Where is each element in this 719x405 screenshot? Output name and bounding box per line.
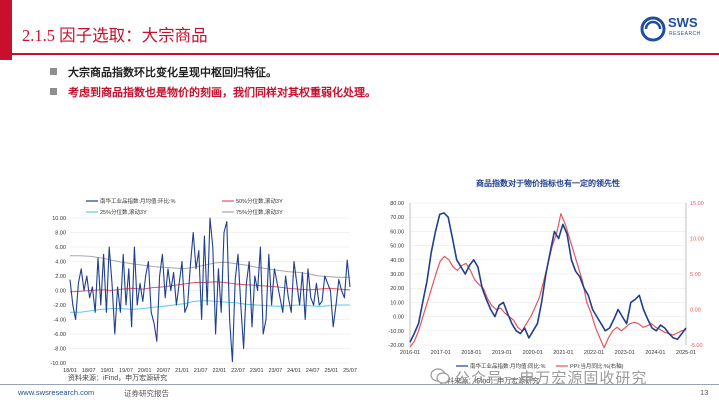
bullet-text: 大宗商品指数环比变化呈现中枢回归特征。 (68, 67, 277, 79)
chart2-y-left-tick-label: 10.00 (390, 300, 404, 306)
chart1-series-line (69, 217, 351, 363)
chart2-y-left-tick-label: 80.00 (390, 201, 404, 207)
chart2-title: 商品指数对于物价指标也有一定的领先性 (476, 178, 620, 188)
chart2-x-tick-label: 2021-01 (553, 350, 573, 356)
footer-divider (0, 384, 719, 385)
footer-website-link[interactable]: www.swsresearch.com (18, 388, 95, 397)
chart2-x-tick-label: 2024-01 (645, 350, 665, 356)
chart2-y-left-tick-label: 0.00 (393, 315, 404, 321)
chart1-y-tick-label: -2.00 (53, 303, 66, 309)
watermark-text: 公众号 · 申万宏源固收研究 (455, 370, 648, 387)
chart2-y-left-tick-label: -10.00 (388, 329, 404, 335)
chart1-y-tick-label: -4.00 (53, 318, 66, 324)
title-accent-bar (0, 0, 12, 60)
chart2-x-tick-label: 2016-01 (400, 350, 420, 356)
chart1-y-tick-label: 6.00 (55, 245, 66, 251)
page-title: 2.1.5 因子选取：大宗商品 (22, 26, 208, 45)
chart1-x-tick-label: 22/07 (231, 368, 245, 374)
chart2-x-tick-label: 2022-01 (584, 350, 604, 356)
chart1-x-tick-label: 20/01 (138, 368, 152, 374)
chart2-x-tick-label: 2018-01 (461, 350, 481, 356)
title-divider (0, 53, 719, 55)
chart2-y-right-tick-label: 5.00 (690, 272, 701, 278)
footer-report-type: 证券研究报告 (124, 389, 169, 398)
chart2-x-tick-label: 2019-01 (492, 350, 512, 356)
chart2-y-left-tick-label: 70.00 (390, 215, 404, 221)
chart1-y-tick-label: -10.00 (50, 361, 66, 367)
chart1-legend-label: 南华工业品指数:月均值:环比:% (100, 197, 176, 205)
chart1-series-line (70, 255, 350, 278)
chart2-y-left-tick-label: 30.00 (390, 272, 404, 278)
chart2-legend-label: PPI:当月同比:%(右轴) (570, 362, 624, 370)
chart2-legend-label: 南华工业品指数:月均值:同比:% (470, 362, 546, 370)
chart1-legend-label: 25%分位数,滚动3Y (100, 208, 147, 216)
chart1-x-tick-label: 21/07 (194, 368, 208, 374)
chart1-x-tick-label: 22/01 (212, 368, 226, 374)
chart1-x-tick-label: 24/07 (306, 368, 320, 374)
chart1-x-tick-label: 21/01 (175, 368, 189, 374)
chart1-x-tick-label: 18/01 (63, 368, 77, 374)
chart2-x-tick-label: 2025-01 (676, 350, 696, 356)
chart2-y-left-tick-label: 40.00 (390, 258, 404, 264)
chart1-y-tick-label: 0.00 (55, 289, 66, 295)
chart1-x-tick-label: 18/07 (82, 368, 96, 374)
chart1-y-tick-label: -8.00 (53, 347, 66, 353)
chart1-x-tick-label: 20/07 (156, 368, 170, 374)
chart2-series-line (409, 212, 687, 343)
chart2-x-tick-label: 2017-01 (431, 350, 451, 356)
bullet-text: 考虑到商品指数也是物价的刻画，我们同样对其权重弱化处理。 (68, 87, 376, 99)
chart2-y-left-tick-label: -20.00 (388, 343, 404, 349)
chart2-x-tick-label: 2023-01 (615, 350, 635, 356)
chart1-x-tick-label: 23/07 (268, 368, 282, 374)
bullet-square-icon (50, 88, 57, 95)
chart1-y-tick-label: 10.00 (52, 216, 66, 222)
chart1-y-tick-label: 8.00 (55, 231, 66, 237)
logo-subtext: RESEARCH (669, 31, 701, 37)
chart2-y-right-tick-label: 10.00 (690, 237, 704, 243)
chart2-y-left-tick-label: 20.00 (390, 286, 404, 292)
chart1-y-tick-label: 2.00 (55, 274, 66, 280)
chart2-y-left-tick-label: 50.00 (390, 244, 404, 250)
chart1-series-line (70, 300, 350, 313)
page-number: 13 (700, 388, 709, 397)
chart1-x-tick-label: 23/01 (250, 368, 264, 374)
chart2-x-tick-label: 2020-01 (523, 350, 543, 356)
chart1-legend-label: 50%分位数,滚动3Y (236, 197, 283, 205)
chart2-y-right-tick-label: 0.00 (690, 308, 701, 314)
chart1-source: 资料来源：iFind，申万宏源研究 (68, 375, 168, 382)
chart2-source: 资料来源：iFind，申万宏源研究 (440, 378, 540, 385)
chart1-x-tick-label: 25/07 (343, 368, 357, 374)
chart1-y-tick-label: -6.00 (53, 332, 66, 338)
logo-text: SWS (668, 15, 698, 30)
chart1-legend-label: 75%分位数,滚动3Y (236, 208, 283, 216)
chart2-y-left-tick-label: 60.00 (390, 229, 404, 235)
wechat-icon (430, 368, 450, 384)
chart1-x-tick-label: 19/07 (119, 368, 133, 374)
chart1-x-tick-label: 24/01 (287, 368, 301, 374)
chart1-x-tick-label: 19/01 (100, 368, 114, 374)
chart2-y-right-tick-label: -5.00 (690, 343, 703, 349)
sws-logo-icon (640, 16, 666, 42)
bullet-square-icon (50, 68, 57, 75)
chart1-y-tick-label: 4.00 (55, 260, 66, 266)
chart1-x-tick-label: 25/01 (324, 368, 338, 374)
chart2-y-right-tick-label: 15.00 (690, 201, 704, 207)
